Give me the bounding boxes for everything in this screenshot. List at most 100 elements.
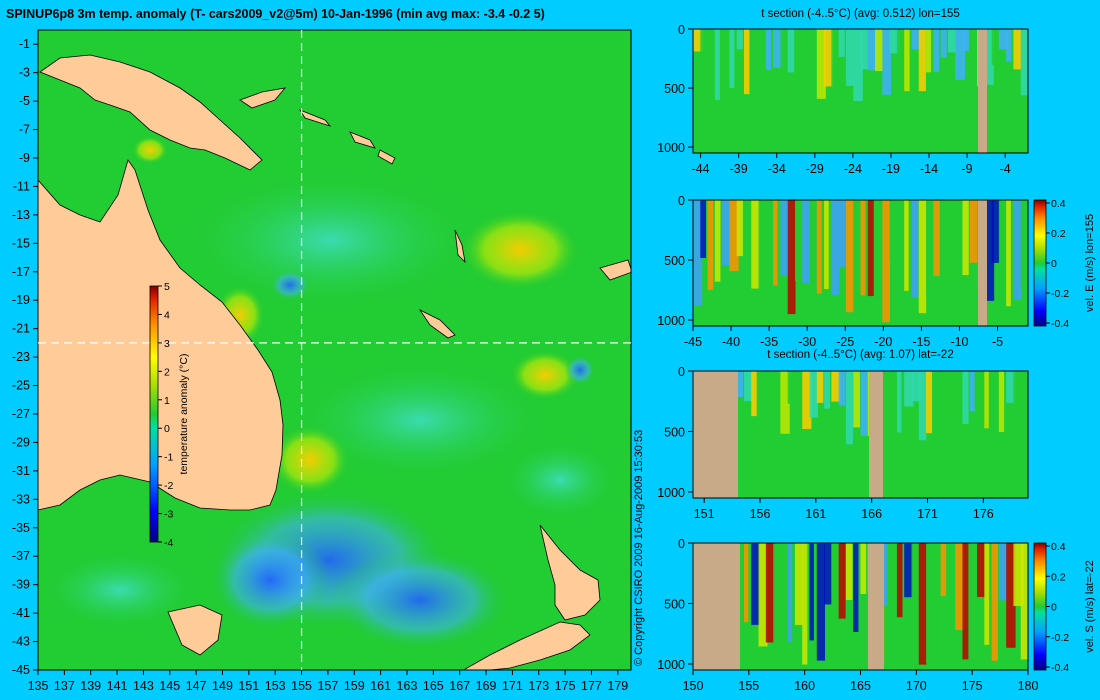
section-streak [831, 371, 841, 402]
section-streak [845, 29, 855, 86]
copyright-text: © Copyright CSIRO 2009 16-Aug-2009 15:30… [633, 430, 645, 666]
section-streak [1006, 200, 1011, 307]
section-x-tick-label: -39 [730, 162, 748, 176]
section-streak [722, 200, 731, 265]
section-streak [940, 29, 947, 58]
section-streak [1020, 29, 1028, 96]
map-x-tick-label: 165 [423, 679, 444, 693]
section-streak [926, 29, 931, 73]
section-streak [896, 371, 902, 433]
section-streak [780, 371, 790, 434]
section-x-tick-label: -29 [806, 162, 824, 176]
section-frame [692, 199, 1029, 327]
section-x-tick-label: 180 [1018, 679, 1039, 693]
section-streak [926, 371, 933, 434]
solomon-3 [377, 149, 396, 165]
section-x-tick-label: 161 [805, 507, 826, 521]
section-streak [904, 371, 914, 407]
map-colorbar: 5 4 3 2 1 0 -1 -2 -3 -4 temperature anomaly (°C) [149, 281, 190, 549]
section-streak [831, 29, 839, 102]
map-y-tick-label: -39 [12, 578, 30, 592]
section-streak [736, 29, 743, 50]
map-y-tick-label: -15 [12, 236, 30, 250]
vanuatu [454, 229, 466, 264]
nz-north [539, 524, 601, 621]
section-y-tick-label: 1000 [657, 658, 685, 672]
section-title: t section (-4..5°C) (avg: 1.07) lat=-22 [767, 349, 953, 361]
section-streak [969, 371, 975, 412]
map-x-tick-label: 155 [291, 679, 312, 693]
section-streak [714, 200, 721, 282]
section-streak [853, 29, 863, 102]
section-streak [780, 200, 789, 276]
section-streak [773, 543, 778, 645]
bismarck [239, 87, 287, 109]
map-y-tick-label: -11 [13, 179, 30, 193]
section-streak [758, 371, 764, 409]
section-panel-2: 0 500 1000 -45 -40 -35 -30 -25 -20 -15 -10 -5 0.4 0.2… [657, 194, 1096, 349]
new-caledonia [418, 308, 456, 339]
section-streak [765, 543, 775, 643]
velocity-colorbar-tick-label: -0.4 [1051, 662, 1069, 674]
section-x-tick-label: -20 [874, 335, 892, 349]
section-streak [1006, 543, 1016, 648]
section-streak [743, 200, 752, 252]
velocity-colorbar-label: vel. E (m/s) lon=155 [1084, 214, 1096, 312]
section-streak [707, 200, 714, 290]
section-streak [933, 29, 940, 73]
section-streak [816, 29, 826, 99]
map-y-tick-label: -21 [12, 322, 30, 336]
section-streak [787, 200, 796, 315]
map-x-tick-label: 171 [502, 679, 523, 693]
section-streak [787, 29, 795, 73]
section-streak [962, 371, 969, 424]
map-y-tick-label: -9 [19, 151, 30, 165]
section-panel-3: t section (-4..5°C) (avg: 1.07) lat=-22 0… [657, 349, 1029, 521]
section-streak [918, 543, 927, 665]
map-y-tick-label: -31 [12, 464, 30, 478]
section-streak [802, 200, 810, 284]
section-streak [940, 371, 949, 433]
section-streak [809, 29, 815, 60]
map-y-tick-label: -19 [12, 293, 30, 307]
section-streak [758, 29, 768, 82]
section-streak [700, 29, 710, 56]
section-x-tick-label: 160 [794, 679, 815, 693]
section-streak [998, 371, 1005, 433]
section-y-tick-label: 500 [664, 82, 685, 96]
map-y-tick-label: -35 [12, 521, 30, 535]
section-streak [933, 200, 940, 276]
section-streak [700, 200, 707, 259]
section-streak [867, 29, 878, 71]
section-streak [918, 200, 927, 314]
section-streak [955, 543, 964, 630]
section-streak [729, 200, 739, 272]
section-x-tick-label: 151 [694, 507, 715, 521]
section-streak [991, 543, 998, 661]
section-streak [1020, 543, 1028, 660]
section-streak [984, 543, 990, 645]
map-y-tick-label: -5 [19, 94, 30, 108]
map-colorbar-tick-label: 5 [164, 281, 170, 293]
section-streak [773, 371, 778, 423]
land-masses [38, 54, 631, 670]
fiji [599, 259, 631, 281]
velocity-colorbar-ramp [1033, 199, 1047, 327]
section-streak [809, 371, 818, 418]
section-x-tick-label: -5 [992, 335, 1003, 349]
section-streak [882, 200, 890, 323]
map-y-tick-label: -17 [12, 265, 30, 279]
section-streak [933, 543, 942, 605]
map-plot [38, 30, 631, 670]
section-streak [751, 29, 757, 79]
section-streak [889, 543, 898, 606]
section-x-tick-label: 166 [861, 507, 882, 521]
section-streak [991, 200, 1000, 263]
map-colorbar-tick-label: -1 [164, 452, 173, 464]
map-colorbar-tick-label: 2 [164, 366, 170, 378]
section-streak [911, 29, 922, 50]
section-land-column [869, 371, 883, 498]
map-x-tick-label: 135 [28, 679, 49, 693]
section-streak [969, 200, 979, 263]
section-x-tick-label: 175 [962, 679, 983, 693]
